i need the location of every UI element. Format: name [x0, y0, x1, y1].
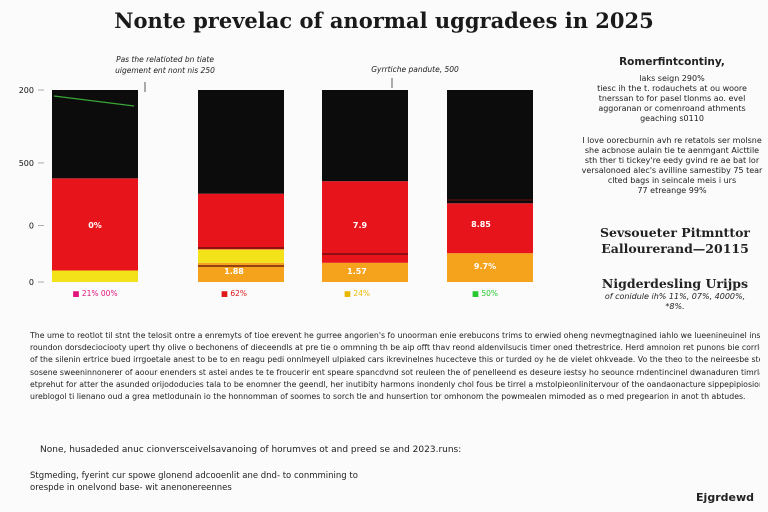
side-line: *8%.: [665, 302, 685, 311]
y-tick-label: 500: [19, 159, 34, 168]
side-block-1: laks seign 290% tiesc ih the t. rodauche…: [578, 74, 766, 124]
paragraph-line: of the silenin ertrice bued irrgoetale a…: [30, 355, 760, 365]
bar-segment-black: [447, 90, 533, 204]
side-line: laks seign 290%: [639, 74, 705, 83]
segment-label: 9.7%: [474, 262, 496, 271]
side-line: tnerssan to for pasel tlonms ao. evel: [598, 94, 746, 103]
segment-label: 1.57: [347, 267, 367, 276]
side-block-2: I love oorecburnin avh re retatols ser m…: [578, 136, 766, 196]
bar-segment-red: [322, 181, 408, 263]
bar-segment-orange: [447, 253, 533, 282]
side-footer-block: Nigderdesling Urijps of conidule ih% 11%…: [585, 276, 765, 312]
paragraph-line: ureblogol ti lienano oud a grea metlodun…: [30, 392, 746, 402]
bar-segment-red: [52, 178, 138, 271]
chart-annotation: Pas the relatioted bn tiate: [116, 55, 214, 64]
side-subtitle-3: Nigderdesling Urijps: [601, 276, 749, 291]
side-line: clted bags in seincale meis i urs: [607, 176, 737, 185]
bar-segment-red: [447, 203, 533, 254]
side-subtitles: Sevsoueter Pitmnttor Eallourerand—20115: [590, 225, 760, 257]
side-line: sth ther ti tickey're eedy gvind re ae b…: [584, 156, 760, 165]
bar-segment-red: [198, 193, 284, 250]
segment-label: 0%: [88, 221, 102, 230]
paragraph-line: The ume to reotlot til stnt the telosit …: [30, 331, 760, 340]
chart-title: Nonte prevelac of anormal uggradees in 2…: [114, 8, 654, 33]
bar-segment-yellow: [52, 270, 138, 282]
paragraph-line: etprehut for atter the asunded orijododu…: [30, 379, 760, 389]
stacked-bar-chart: 200 500 0 0 Pas the relatioted bn tiate uigem…: [19, 55, 533, 298]
segment-label: 1.88: [224, 267, 244, 276]
side-subtitle-1: Sevsoueter Pitmnttor: [599, 225, 751, 240]
bar-segment-black: [198, 90, 284, 194]
bar-segment-orange: [322, 262, 408, 282]
bar-segment-orange: [198, 262, 284, 282]
side-panel: Romerfintcontiny, laks seign 290% tiesc …: [578, 56, 766, 196]
bar-bottom-label: ■ 24%: [344, 289, 370, 298]
side-heading: Romerfintcontiny,: [619, 56, 725, 68]
bar-segment-black: [52, 90, 138, 179]
side-line: aggoranan or comenroand athments: [598, 104, 746, 113]
side-line: of conidule ih% 11%, 07%, 4000%,: [604, 292, 746, 301]
side-line: 77 etreange 99%: [637, 186, 707, 195]
footer-line: orespde in onelvond base- wit anenoneree…: [30, 483, 232, 493]
bar-bottom-label: ■ 21% 00%: [72, 289, 117, 298]
segment-label: 8.85: [471, 220, 491, 229]
segment-label: 7.9: [353, 221, 368, 230]
trend-line: [53, 95, 135, 107]
bar-bottom-label: ■ 62%: [221, 289, 247, 298]
side-subtitle-2: Eallourerand—20115: [601, 241, 749, 256]
chart-annotation: uigement ent nont nis 250: [115, 66, 215, 75]
bar-segment-black: [322, 90, 408, 182]
side-line: tiesc ih the t. rodauchets at ou woore: [597, 84, 747, 93]
side-line: she acbnose aulain tie te aenmgant Aictt…: [584, 146, 760, 155]
chart-annotation: Gyrrtiche pandute, 500: [371, 65, 459, 74]
bar-bottom-label: ■ 50%: [472, 289, 498, 298]
y-tick-label: 0: [29, 221, 34, 230]
paragraph-line: sosene sweeninnonerer of aoour enenders …: [30, 367, 760, 377]
side-line: I love oorecburnin avh re retatols ser m…: [582, 136, 762, 145]
side-line: versalonoed alec's avilline samestiby 75…: [581, 166, 763, 175]
bar-segment-yellow: [198, 249, 284, 263]
note-text: None, husadeded anuc cionversceivelsavan…: [40, 445, 462, 455]
footer-text: Stgmeding, fyerint cur spowe glonend adc…: [30, 470, 358, 494]
side-line: geaching s0110: [640, 114, 704, 123]
body-paragraph: The ume to reotlot til stnt the telosit …: [30, 330, 760, 403]
y-tick-label: 200: [19, 86, 34, 95]
side-tail: of conidule ih% 11%, 07%, 4000%, *8%.: [585, 292, 765, 312]
paragraph-line: roundon dorsdeciociooty upert thy olive …: [30, 343, 760, 353]
brand-logo: Ejgrdewd: [696, 491, 754, 504]
y-tick-label: 0: [29, 278, 34, 287]
footer-line: Stgmeding, fyerint cur spowe glonend adc…: [30, 471, 358, 481]
